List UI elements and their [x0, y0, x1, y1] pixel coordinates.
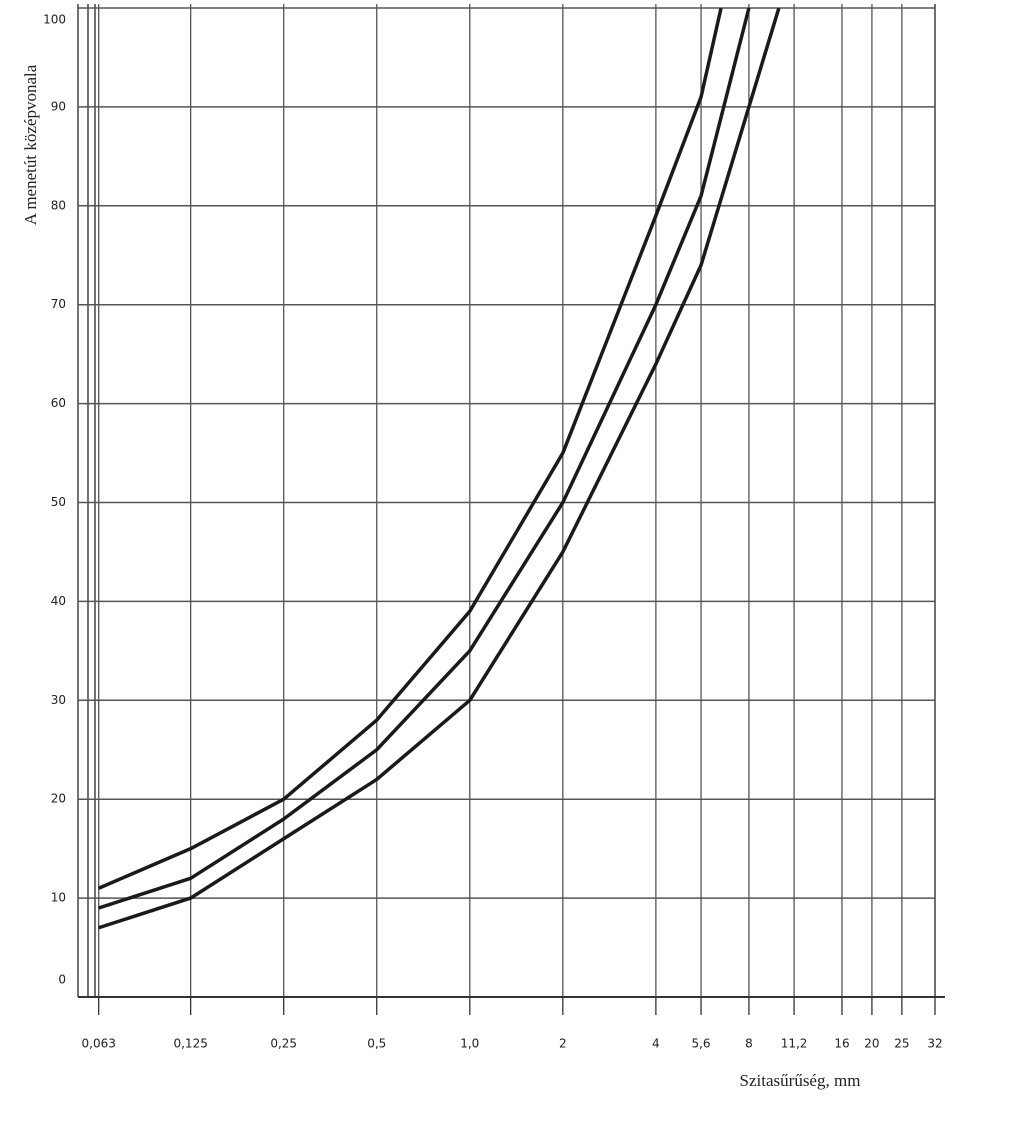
y-tick-label: 100 — [43, 13, 66, 27]
y-tick-label: 70 — [51, 297, 66, 311]
y-axis-label: A menetút középvonala — [21, 64, 40, 225]
y-tick-label: 80 — [51, 198, 66, 212]
x-tick-label: 2 — [559, 1037, 567, 1051]
x-tick-label: 0,5 — [367, 1037, 386, 1051]
x-tick-label: 5,6 — [691, 1037, 710, 1051]
y-tick-label: 30 — [51, 693, 66, 707]
x-tick-label: 32 — [927, 1037, 942, 1051]
y-tick-label: 20 — [51, 792, 66, 806]
y-tick-label: 0 — [58, 973, 66, 987]
curve — [98, 7, 781, 930]
curve — [98, 7, 723, 890]
x-tick-label: 16 — [834, 1037, 849, 1051]
y-tick-label: 10 — [51, 891, 66, 905]
x-tick-label: 0,25 — [270, 1037, 297, 1051]
y-tick-label: 50 — [51, 495, 66, 509]
y-tick-label: 60 — [51, 396, 66, 410]
x-tick-label: 11,2 — [781, 1037, 808, 1051]
x-tick-label: 8 — [745, 1037, 753, 1051]
y-tick-label: 40 — [51, 594, 66, 608]
x-axis-label: Szitasűrűség, mm — [740, 1071, 861, 1090]
x-tick-label: 0,125 — [173, 1037, 207, 1051]
x-tick-label: 20 — [864, 1037, 879, 1051]
x-tick-label: 4 — [652, 1037, 660, 1051]
x-tick-label: 1,0 — [460, 1037, 479, 1051]
x-tick-label: 0,063 — [82, 1037, 116, 1051]
curve — [98, 7, 751, 910]
x-tick-label: 25 — [894, 1037, 909, 1051]
y-tick-label: 90 — [51, 99, 66, 113]
